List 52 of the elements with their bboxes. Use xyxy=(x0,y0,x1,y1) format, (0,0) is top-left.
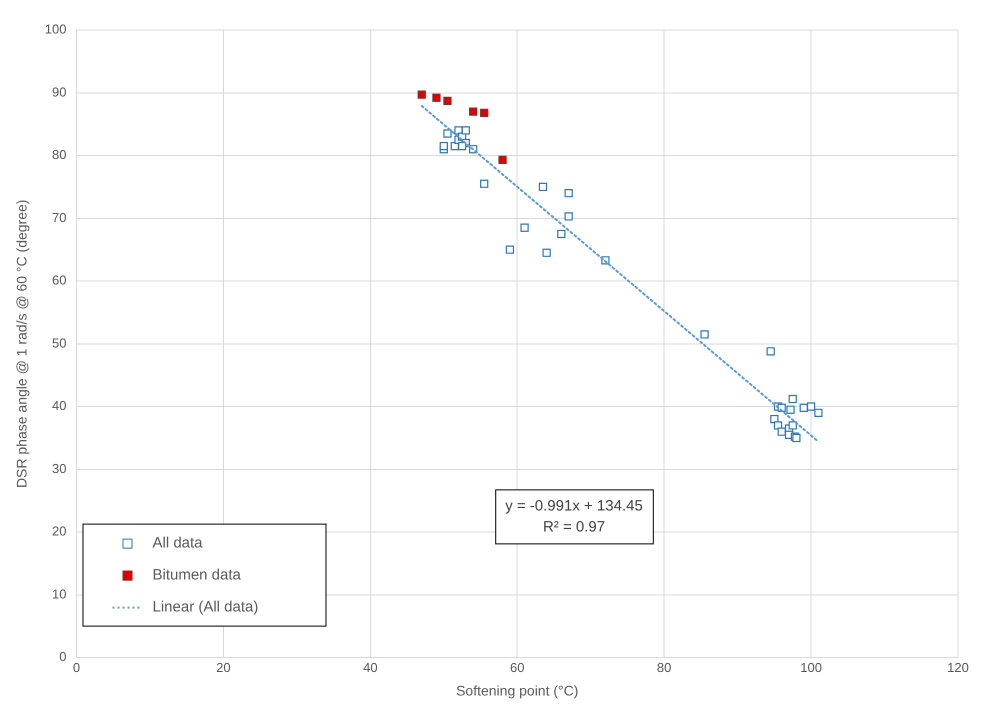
x-tick-label: 20 xyxy=(216,660,231,675)
y-tick-label: 20 xyxy=(52,524,66,539)
x-tick-label: 80 xyxy=(656,660,672,675)
point xyxy=(506,246,514,254)
y-tick-label: 100 xyxy=(44,22,66,37)
point xyxy=(766,347,775,356)
x-tick-label: 40 xyxy=(363,660,378,675)
point xyxy=(564,189,573,198)
y-tick-label: 40 xyxy=(52,398,66,414)
point xyxy=(557,230,566,238)
point xyxy=(564,212,573,221)
annotation: R² = 0.97 xyxy=(542,518,606,536)
y-tick-label: 80 xyxy=(52,147,66,162)
point xyxy=(443,129,452,138)
y-axis-title: DSR phase angle @ 1 rad/s @ 60 °C (degree) xyxy=(13,200,30,488)
x-tick-label: 0 xyxy=(72,660,80,675)
y-tick-label: 30 xyxy=(52,460,66,476)
point xyxy=(432,94,441,102)
point xyxy=(469,107,478,116)
point xyxy=(418,90,426,99)
point xyxy=(814,408,823,417)
y-tick-label: 60 xyxy=(52,272,66,288)
y-tick-label: 70 xyxy=(52,210,66,225)
x-tick-label: 60 xyxy=(510,660,524,675)
point xyxy=(538,182,548,192)
point xyxy=(458,142,466,150)
x-tick-label: 100 xyxy=(800,660,822,675)
point xyxy=(480,180,488,188)
point xyxy=(443,96,452,106)
x-axis-title: Softening point (°C) xyxy=(456,682,578,698)
y-tick-label: 10 xyxy=(52,586,66,602)
point xyxy=(800,404,808,412)
point xyxy=(440,142,448,150)
point xyxy=(788,421,797,430)
annotation: y = -0.991x + 134.45 xyxy=(505,498,643,515)
x-tick-label: 120 xyxy=(947,660,969,675)
legend-label: All data xyxy=(152,534,204,552)
point xyxy=(480,108,488,117)
point xyxy=(498,156,507,164)
point xyxy=(806,402,816,411)
point xyxy=(520,224,529,232)
point xyxy=(700,330,709,339)
y-tick-label: 50 xyxy=(52,335,66,350)
point xyxy=(542,248,551,257)
point xyxy=(788,394,797,404)
legend-label: Bitumen data xyxy=(152,566,242,584)
legend-label: Linear (All data) xyxy=(152,598,258,616)
y-tick-label: 90 xyxy=(52,84,66,100)
point xyxy=(786,406,795,414)
point xyxy=(770,414,778,424)
y-tick-label: 0 xyxy=(59,649,66,664)
point xyxy=(462,126,470,135)
